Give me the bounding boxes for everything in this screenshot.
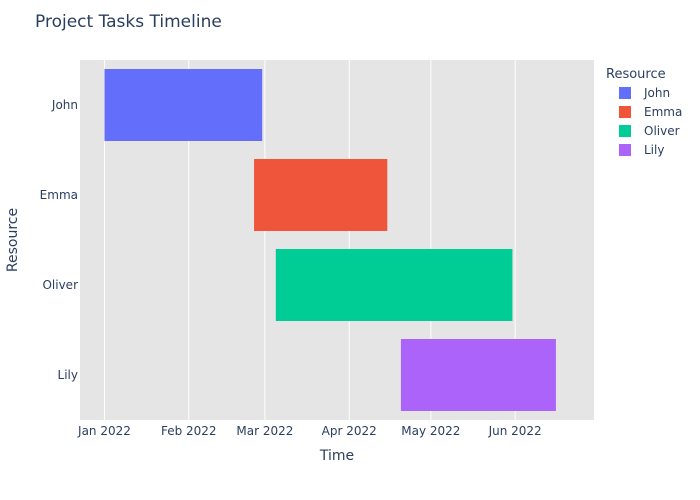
legend-swatch [619,144,631,156]
y-tick-label: Emma [40,188,78,202]
legend-item-john[interactable]: John [643,86,670,100]
x-tick-label: Mar 2022 [236,424,293,438]
bars [104,69,556,411]
legend-swatch [619,125,631,137]
bar-john[interactable] [104,69,263,141]
legend-swatch [619,87,631,99]
x-tick-label: Jun 2022 [488,424,542,438]
x-tick-label: May 2022 [401,424,460,438]
bar-emma[interactable] [254,159,388,231]
x-tick-labels: Jan 2022 Feb 2022 Mar 2022 Apr 2022 May 2022… [77,424,542,438]
bar-lily[interactable] [400,339,556,411]
legend-title: Resource [606,67,666,82]
y-tick-label: Oliver [42,278,78,292]
chart-title: Project Tasks Timeline [35,12,222,32]
x-axis-title: Time [319,448,354,464]
y-tick-label: John [51,98,78,112]
gridlines [103,60,516,420]
legend-swatch [619,106,631,118]
legend-item-lily[interactable]: Lily [644,143,664,157]
y-axis-title: Resource [5,208,21,272]
y-tick-label: Lily [58,368,78,382]
x-tick-label: Jan 2022 [77,424,131,438]
bar-oliver[interactable] [275,249,513,321]
x-tick-label: Apr 2022 [322,424,377,438]
legend-item-emma[interactable]: Emma [644,105,682,119]
legend: Resource John Emma Oliver Lily [606,67,682,157]
y-tick-labels: John Emma Oliver Lily [40,98,78,382]
x-tick-label: Feb 2022 [161,424,217,438]
legend-item-oliver[interactable]: Oliver [644,124,680,138]
